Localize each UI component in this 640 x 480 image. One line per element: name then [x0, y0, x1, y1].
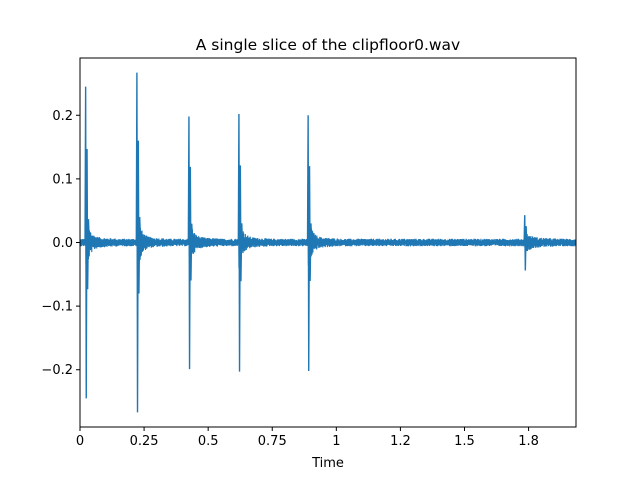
x-tick-label-7: 1.8 [518, 434, 539, 449]
transient-spike-0 [84, 86, 90, 399]
x-tick-label-4: 1 [332, 434, 340, 449]
y-tick-label-1: 0.1 [52, 172, 73, 187]
waveform-series-0 [80, 214, 576, 270]
transient-spike-2 [187, 116, 194, 370]
x-tick-label-1: 0.25 [130, 434, 159, 449]
y-tick-label-0: 0.2 [52, 109, 73, 124]
y-tick-label-3: −0.1 [41, 300, 73, 315]
x-tick-label-2: 0.5 [198, 434, 219, 449]
x-tick-label-3: 0.75 [258, 434, 287, 449]
transient-spike-4 [306, 115, 313, 372]
transient-spike-1 [135, 72, 142, 413]
x-axis-label: Time [311, 456, 344, 471]
y-tick-label-4: −0.2 [41, 363, 73, 378]
x-tick-label-0: 0 [76, 434, 84, 449]
x-tick-label-5: 1.2 [390, 434, 411, 449]
y-axis: 0.2 0.1 0.0 −0.1 −0.2 [41, 109, 80, 378]
x-tick-label-6: 1.5 [454, 434, 475, 449]
transient-spike-3 [237, 113, 244, 372]
chart-title: A single slice of the clipfloor0.wav [196, 36, 460, 54]
transient-spike-5 [523, 215, 530, 271]
x-axis: 0 0.25 0.5 0.75 1 1.2 1.5 1.8 [76, 427, 539, 449]
waveform-layer [80, 72, 576, 413]
y-tick-label-2: 0.0 [52, 236, 73, 251]
